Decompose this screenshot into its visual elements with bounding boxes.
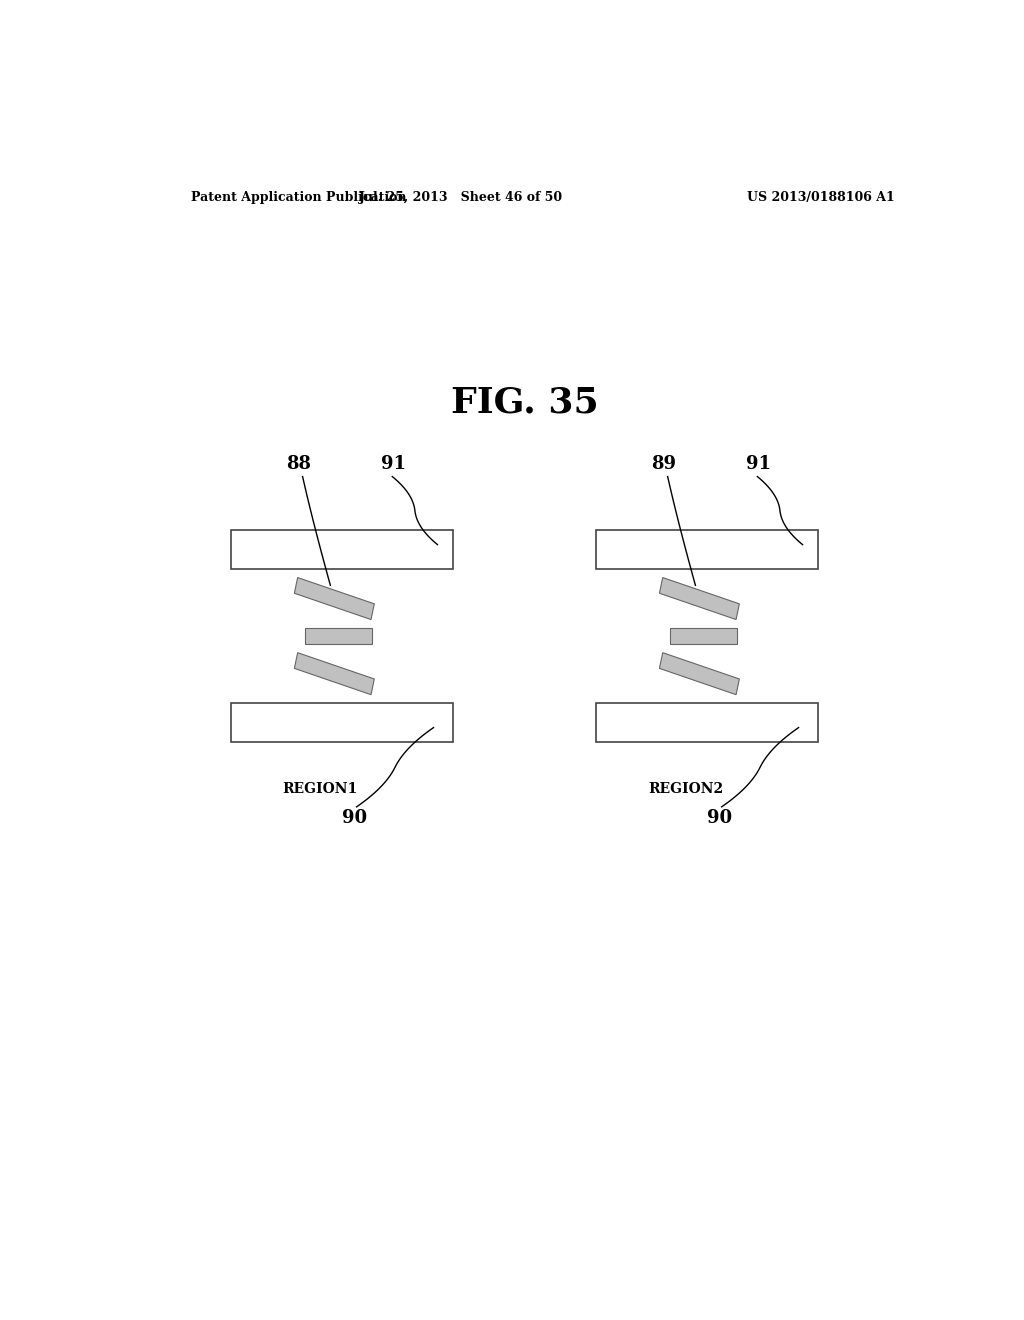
Polygon shape <box>670 628 737 644</box>
Polygon shape <box>304 628 372 644</box>
Polygon shape <box>659 652 739 694</box>
Text: 88: 88 <box>286 455 311 474</box>
Text: US 2013/0188106 A1: US 2013/0188106 A1 <box>748 190 895 203</box>
Text: FIG. 35: FIG. 35 <box>451 385 599 420</box>
Polygon shape <box>294 652 375 694</box>
Bar <box>231 704 454 742</box>
Text: 91: 91 <box>381 455 407 474</box>
Text: 90: 90 <box>342 809 367 826</box>
Text: Jul. 25, 2013   Sheet 46 of 50: Jul. 25, 2013 Sheet 46 of 50 <box>359 190 563 203</box>
Text: Patent Application Publication: Patent Application Publication <box>191 190 407 203</box>
Text: REGION2: REGION2 <box>648 781 723 796</box>
Bar <box>231 531 454 569</box>
Polygon shape <box>659 578 739 619</box>
Text: 89: 89 <box>651 455 676 474</box>
Bar <box>596 704 818 742</box>
Text: 91: 91 <box>746 455 771 474</box>
Bar <box>596 531 818 569</box>
Text: 90: 90 <box>707 809 732 826</box>
Polygon shape <box>294 578 375 619</box>
Text: REGION1: REGION1 <box>283 781 358 796</box>
